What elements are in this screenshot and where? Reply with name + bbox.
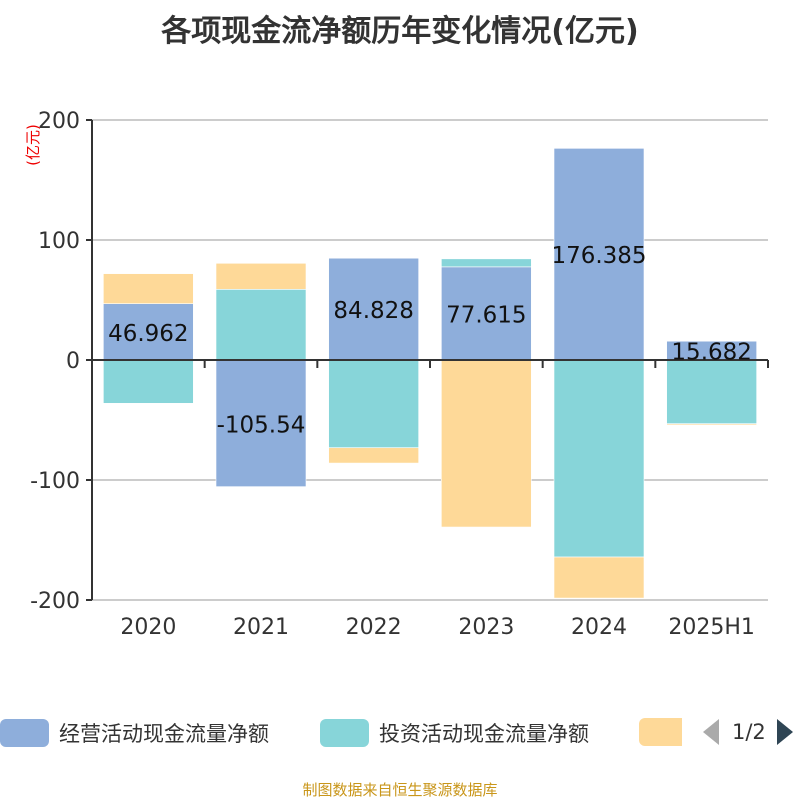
x-tick-label: 2020 (120, 615, 176, 640)
data-label: 176.385 (551, 243, 646, 269)
legend-swatch (639, 718, 682, 746)
data-label: 46.962 (108, 321, 188, 347)
bar-2021-series-0 (215, 359, 307, 487)
data-label: -105.54 (217, 412, 306, 438)
data-label: 84.828 (333, 298, 413, 324)
legend: 经营活动现金流量净额 投资活动现金流量净额 1/2 (0, 718, 800, 750)
bar-2023-series-2 (441, 359, 532, 528)
legend-prev-icon[interactable] (702, 718, 720, 746)
source-footer: 制图数据来自恒生聚源数据库 (302, 781, 498, 799)
x-tick-label: 2022 (346, 615, 402, 640)
y-axis-unit: (亿元) (24, 124, 42, 166)
x-tick-label: 2021 (233, 615, 289, 640)
legend-page-indicator: 1/2 (732, 720, 766, 744)
bar-2020-series-1 (103, 359, 194, 404)
y-tick-label: -100 (30, 469, 80, 494)
x-tick-label: 2023 (458, 615, 514, 640)
legend-pager: 1/2 (702, 718, 794, 746)
bar-2023-series-0 (441, 266, 532, 361)
x-tick-label: 2024 (571, 615, 627, 640)
bar-2025H1-series-1 (666, 359, 757, 425)
bar-2022-series-2 (328, 447, 419, 464)
data-label: 77.615 (446, 302, 526, 328)
bar-2024-series-0 (553, 148, 645, 361)
bar-2025H1-series-2 (666, 423, 757, 426)
legend-label: 投资活动现金流量净额 (379, 722, 589, 746)
legend-label: 经营活动现金流量净额 (59, 722, 269, 746)
y-tick-label: 200 (38, 109, 80, 134)
legend-item-investing[interactable]: 投资活动现金流量净额 (320, 718, 589, 748)
y-tick-label: -200 (30, 589, 80, 614)
bar-2020-series-2 (103, 273, 194, 304)
legend-next-icon[interactable] (776, 718, 794, 746)
bar-2021-series-1 (215, 289, 307, 361)
bar-2022-series-1 (328, 359, 419, 449)
bar-2022-series-0 (328, 257, 419, 361)
legend-swatch (0, 719, 49, 747)
bar-2020-series-0 (103, 303, 194, 361)
data-label: 15.682 (671, 340, 751, 366)
legend-item-operating[interactable]: 经营活动现金流量净额 (0, 718, 269, 748)
x-tick-label: 2025H1 (668, 615, 755, 640)
bar-2023-series-1 (441, 258, 532, 268)
bar-2021-series-2 (215, 262, 307, 290)
legend-item-financing[interactable] (639, 718, 692, 746)
y-tick-label: 0 (66, 349, 80, 374)
chart-area: -200 -100 0 100 200(亿元) 2020 46.962 2021 -105.54… (24, 109, 769, 640)
y-tick-label: 100 (38, 229, 80, 254)
chart-title: 各项现金流净额历年变化情况(亿元) (161, 14, 639, 49)
bar-2024-series-2 (553, 556, 645, 599)
bar-2024-series-1 (553, 359, 645, 558)
legend-swatch (320, 719, 369, 747)
